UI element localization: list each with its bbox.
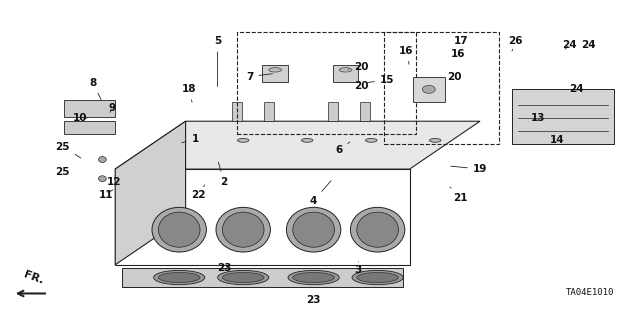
Polygon shape [115, 121, 480, 169]
Text: 14: 14 [550, 135, 564, 145]
Ellipse shape [159, 212, 200, 247]
Text: 17: 17 [454, 36, 468, 52]
Text: 20: 20 [447, 71, 461, 82]
Ellipse shape [237, 138, 249, 142]
Text: 2: 2 [218, 162, 228, 187]
Bar [264, 102, 274, 121]
Bar [64, 121, 115, 134]
Ellipse shape [293, 272, 335, 283]
Text: 20: 20 [355, 81, 369, 91]
Ellipse shape [223, 212, 264, 247]
Ellipse shape [351, 207, 404, 252]
Text: 15: 15 [367, 75, 394, 85]
Ellipse shape [301, 138, 313, 142]
Bar [384, 32, 499, 144]
Ellipse shape [154, 271, 205, 285]
Ellipse shape [216, 207, 270, 252]
Text: 10: 10 [73, 113, 87, 123]
Polygon shape [115, 121, 186, 265]
Text: 13: 13 [531, 113, 545, 123]
Text: 16: 16 [399, 46, 413, 64]
Ellipse shape [159, 272, 200, 283]
Text: 22: 22 [191, 185, 205, 200]
Ellipse shape [269, 68, 282, 72]
Text: 24: 24 [563, 40, 577, 50]
Ellipse shape [352, 271, 403, 285]
Text: 4: 4 [310, 181, 331, 206]
Ellipse shape [365, 138, 377, 142]
Ellipse shape [293, 212, 335, 247]
Bar [262, 64, 288, 82]
Ellipse shape [99, 176, 106, 182]
Text: 7: 7 [246, 71, 273, 82]
Text: 5: 5 [214, 36, 221, 86]
Text: FR.: FR. [22, 269, 45, 286]
Polygon shape [512, 89, 614, 144]
Text: 11: 11 [99, 189, 113, 200]
Text: 24: 24 [582, 40, 596, 50]
Bar [328, 102, 338, 121]
Ellipse shape [99, 157, 106, 162]
Ellipse shape [288, 271, 339, 285]
Text: 25: 25 [56, 167, 70, 177]
Ellipse shape [287, 207, 341, 252]
Bar [237, 32, 416, 134]
Text: 24: 24 [569, 84, 583, 94]
Bar [333, 64, 358, 82]
Ellipse shape [152, 207, 207, 252]
Polygon shape [122, 268, 403, 287]
Text: 8: 8 [89, 78, 101, 100]
Ellipse shape [357, 212, 398, 247]
Text: 16: 16 [451, 49, 465, 59]
Text: 26: 26 [508, 36, 522, 51]
Text: 12: 12 [107, 177, 121, 187]
Ellipse shape [339, 68, 352, 72]
Text: 3: 3 [355, 262, 362, 275]
Text: 6: 6 [335, 142, 350, 155]
Text: 20: 20 [348, 62, 369, 72]
Text: 25: 25 [56, 142, 81, 158]
Ellipse shape [223, 272, 264, 283]
Bar [413, 77, 445, 102]
Ellipse shape [422, 85, 435, 93]
Text: 1: 1 [182, 134, 199, 144]
Text: 21: 21 [450, 187, 468, 203]
Text: 9: 9 [108, 103, 116, 114]
Text: 23: 23 [307, 295, 321, 305]
Text: 23: 23 [217, 263, 231, 273]
Ellipse shape [357, 272, 398, 283]
Text: 18: 18 [182, 84, 196, 102]
Text: TA04E1010: TA04E1010 [566, 288, 614, 297]
Ellipse shape [429, 138, 441, 142]
Bar [232, 102, 242, 121]
Text: 19: 19 [451, 164, 487, 174]
Ellipse shape [218, 271, 269, 285]
Bar [64, 100, 115, 117]
Bar [360, 102, 370, 121]
